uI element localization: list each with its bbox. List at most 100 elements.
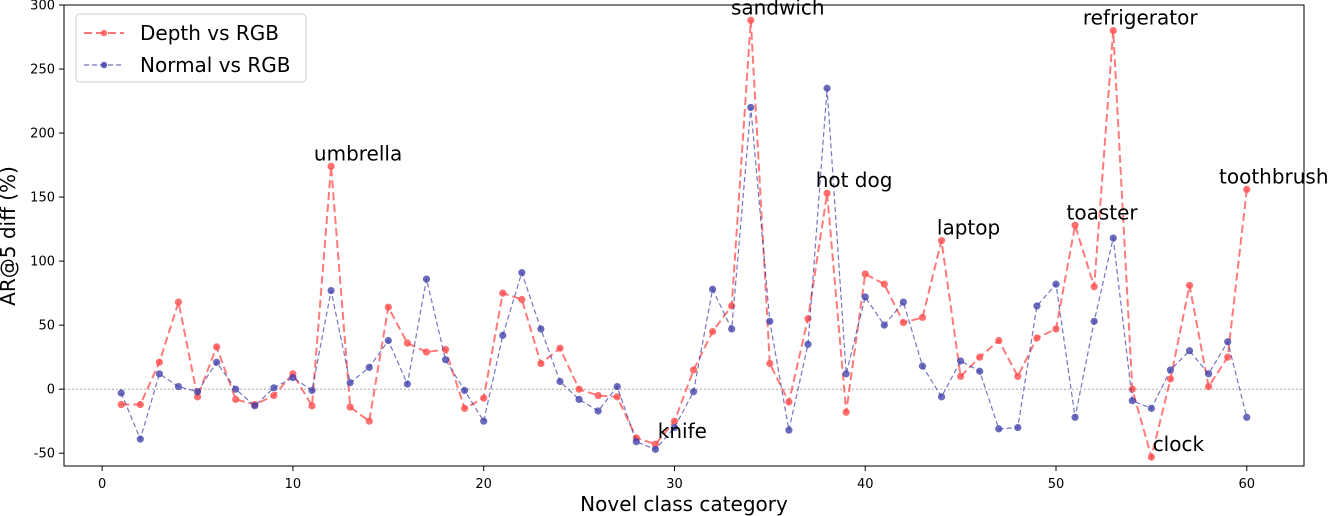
data-point [823,84,831,92]
data-point [518,295,526,304]
data-point [155,370,163,378]
data-point [728,325,736,333]
data-point [365,363,373,371]
y-tick-label: 0 [47,383,55,398]
data-point [480,417,488,425]
data-point [213,358,221,366]
y-tick-label: 200 [30,127,55,142]
y-tick-label: 300 [30,0,55,14]
data-point [1243,185,1251,193]
data-point [117,389,125,397]
data-point [232,395,240,404]
data-point [594,391,602,400]
annotation-label: refrigerator [1083,6,1198,30]
data-point [899,318,907,327]
y-tick-label: 250 [30,63,55,78]
data-point [422,275,431,283]
data-point [880,321,888,329]
data-point [270,391,278,400]
data-point [842,370,850,378]
legend: Depth vs RGB Normal vs RGB [75,13,307,83]
data-point [251,402,259,410]
data-point [1205,370,1213,378]
data-point [365,417,373,425]
plot-frame [63,4,1305,467]
y-tick-label: 100 [30,255,55,270]
legend-marker-normal-vs-rgb [100,61,108,69]
y-tick-label: -50 [34,447,55,462]
data-point [1052,325,1060,333]
annotation-label: umbrella [314,141,402,165]
data-point [918,313,927,322]
x-tick-label: 10 [285,477,302,492]
data-point [804,340,812,348]
data-point [976,353,984,361]
data-point [1128,385,1136,393]
data-point [1071,413,1079,421]
data-point [1147,453,1155,461]
x-axis-label: Novel class category [580,492,788,516]
annotation-label: knife [658,419,707,443]
annotation-label: laptop [937,216,1000,240]
data-point [995,425,1003,433]
data-point [1014,372,1022,380]
data-point [270,384,278,392]
data-point [1185,347,1194,355]
x-tick-label: 40 [857,477,874,492]
data-point [461,404,469,412]
data-point [213,343,221,351]
data-point [766,359,774,368]
data-point [461,386,469,395]
data-point [613,383,621,391]
data-point [327,162,335,170]
y-axis-label: AR@5 diff (%) [0,166,20,306]
data-point [346,403,354,411]
data-point [785,426,793,434]
data-point [1033,302,1041,310]
legend-label-normal-vs-rgb: Normal vs RGB [140,53,290,77]
data-point [594,407,602,415]
annotation-label: clock [1153,432,1205,456]
legend-label-depth-vs-rgb: Depth vs RGB [140,21,279,45]
data-point [327,286,335,295]
data-point [537,325,545,333]
data-point [346,379,354,387]
annotation-label: hot dog [816,168,893,192]
data-point [441,345,450,354]
data-point [957,372,965,380]
x-tick-label: 30 [666,477,683,492]
data-point [441,356,450,364]
data-point [823,189,831,197]
x-tick-label: 60 [1238,477,1255,492]
data-point [518,269,526,277]
data-point [575,395,583,404]
data-point [384,303,392,311]
data-point [689,388,698,396]
data-point [1052,280,1060,288]
data-point [918,362,927,370]
x-tick-label: 50 [1048,477,1065,492]
data-point [842,408,850,416]
data-point [308,386,316,395]
data-point [709,327,717,336]
data-point [1071,221,1079,229]
data-point [976,367,984,375]
annotation-label: toothbrush [1219,164,1329,188]
annotation-label: toaster [1067,200,1139,224]
legend-box [75,13,307,83]
data-point [308,402,316,410]
data-point [174,383,183,391]
data-point [480,394,488,402]
data-point [193,388,202,396]
y-tick-label: 50 [38,319,55,334]
data-point [1090,283,1098,291]
data-point [861,293,869,301]
data-point [689,366,698,374]
data-point [1128,397,1136,405]
data-point [995,336,1003,345]
data-point [499,289,507,297]
x-tick-label: 0 [98,477,106,492]
data-point [1109,234,1117,242]
data-point [747,103,755,112]
annotation-label: sandwich [731,0,825,19]
